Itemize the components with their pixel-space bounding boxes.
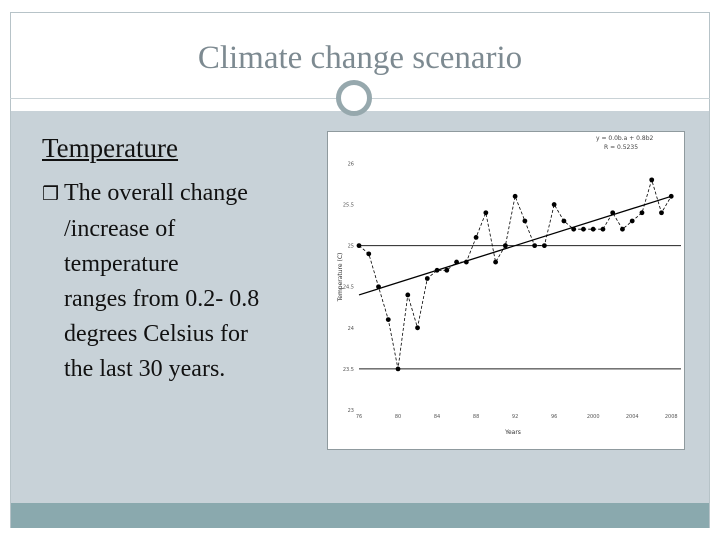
bullet-line-3: temperature xyxy=(64,251,179,277)
data-point xyxy=(522,218,528,224)
data-point xyxy=(541,243,547,249)
data-point xyxy=(395,366,401,372)
bullet-line-6: the last 30 years. xyxy=(64,356,226,382)
x-tick-label: 92 xyxy=(512,414,518,420)
data-point xyxy=(356,243,362,249)
y-tick-label: 25.5 xyxy=(343,203,354,209)
data-point xyxy=(639,210,645,216)
temperature-chart: 23 23.5 24 24.5 25 25.5 26 76 80 84 88 92 96 2000 2004… xyxy=(327,131,685,450)
data-point xyxy=(659,210,664,216)
data-point xyxy=(444,267,450,273)
data-point xyxy=(366,251,372,257)
y-tick-label: 25 xyxy=(348,244,354,250)
data-point xyxy=(590,226,596,232)
y-tick-label: 23.5 xyxy=(343,367,354,373)
data-point xyxy=(434,267,440,273)
x-tick-label: 88 xyxy=(473,414,479,420)
data-point xyxy=(376,284,381,290)
data-point xyxy=(483,210,489,216)
section-heading: Temperature xyxy=(42,133,179,163)
data-point xyxy=(600,226,606,232)
x-tick-label: 2004 xyxy=(626,414,639,420)
trend-line xyxy=(358,195,672,296)
data-point xyxy=(454,259,459,265)
data-point xyxy=(415,325,420,331)
bullet-icon: ❒ xyxy=(42,183,60,205)
y-tick-label: 26 xyxy=(348,161,354,167)
r-squared-label: R = 0.5235 xyxy=(604,144,638,151)
data-point xyxy=(581,226,586,232)
x-tick-label: 80 xyxy=(395,414,401,420)
x-axis-label: Years xyxy=(504,429,521,436)
x-tick-label: 84 xyxy=(434,414,440,420)
divider-circle-icon xyxy=(336,80,372,116)
data-point xyxy=(532,243,538,249)
data-point xyxy=(620,226,625,232)
data-point xyxy=(424,276,430,281)
x-tick-label: 96 xyxy=(551,414,557,420)
data-point xyxy=(551,202,557,207)
data-point xyxy=(385,317,391,322)
data-point xyxy=(405,292,411,298)
data-point xyxy=(463,259,469,265)
data-point xyxy=(649,177,655,183)
bullet-line-5: degrees Celsius for xyxy=(64,321,248,347)
x-tick-label: 76 xyxy=(356,414,362,420)
data-point xyxy=(571,226,577,232)
x-tick-label: 2008 xyxy=(665,414,678,420)
data-point xyxy=(561,218,567,224)
bullet-line-1: ❒ The overall change xyxy=(42,176,302,212)
series-line xyxy=(358,178,672,369)
data-point xyxy=(502,243,508,249)
trend-equation: y = 0.0b.a + 0.8b2 xyxy=(596,135,654,142)
data-point xyxy=(512,193,518,199)
data-point xyxy=(668,193,674,199)
bullet-text: ❒ The overall change /increase of tempera… xyxy=(42,176,302,387)
y-tick-label: 24.5 xyxy=(343,285,354,291)
bullet-line-2: /increase of xyxy=(64,216,176,242)
bullet-line-4: ranges from 0.2- 0.8 xyxy=(64,286,260,312)
data-point xyxy=(473,235,479,240)
slide-title: Climate change scenario xyxy=(197,40,523,76)
chart-svg: 23 23.5 24 24.5 25 25.5 26 76 80 84 88 92 96 2000 2004… xyxy=(337,135,681,436)
y-tick-label: 24 xyxy=(348,326,354,332)
y-axis-label: Temperature (C) xyxy=(337,253,344,303)
data-point xyxy=(629,218,635,224)
data-point xyxy=(610,210,616,216)
x-tick-label: 2000 xyxy=(587,414,600,420)
data-point xyxy=(493,259,499,265)
y-tick-label: 23 xyxy=(348,408,354,414)
footer-band xyxy=(11,503,709,528)
